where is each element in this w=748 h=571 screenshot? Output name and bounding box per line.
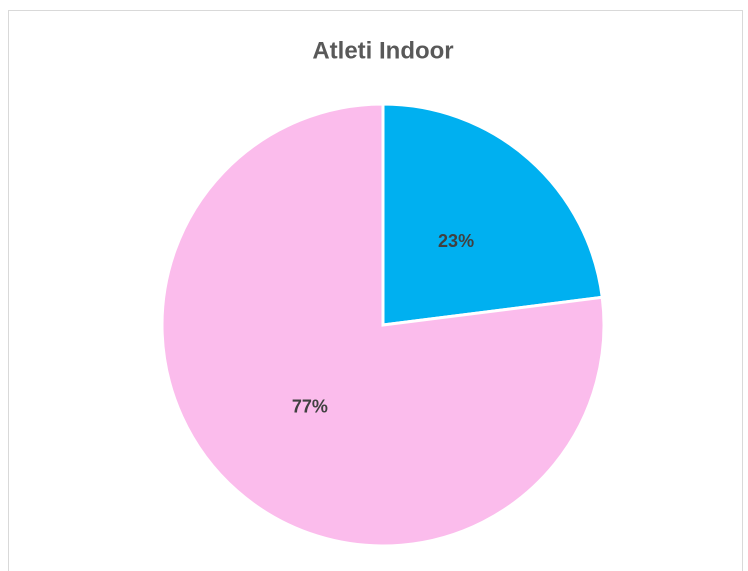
pie-slice: [381, 102, 604, 327]
data-label: 23%: [438, 231, 474, 251]
chart-title: Atleti Indoor: [312, 37, 453, 64]
data-label: 77%: [292, 397, 328, 417]
pie-slice: [160, 102, 606, 548]
